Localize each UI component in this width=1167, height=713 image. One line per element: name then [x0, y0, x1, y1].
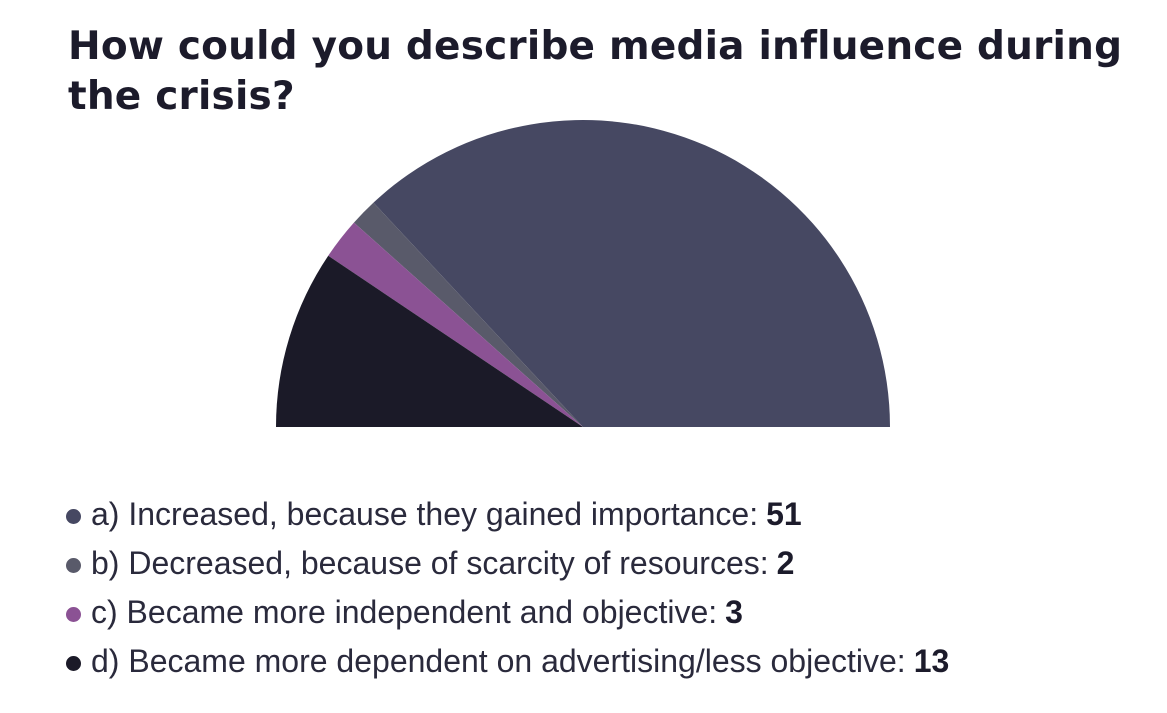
pie-slice-d — [276, 255, 583, 427]
chart-title: How could you describe media influence d… — [68, 24, 1123, 119]
legend-value-d: 13 — [913, 643, 950, 679]
legend-value-a: 51 — [766, 496, 802, 532]
legend-label-b: b) Decreased, because of scarcity of res… — [91, 545, 760, 581]
legend-item-d: d) Became more dependent on advertising/… — [66, 637, 949, 686]
legend: a) Increased, because they gained import… — [66, 490, 949, 686]
pie-slice-c — [328, 222, 583, 427]
legend-label-c: c) Became more independent and objective — [91, 594, 709, 630]
legend-label-a: a) Increased, because they gained import… — [91, 496, 750, 532]
legend-item-b: b) Decreased, because of scarcity of res… — [66, 539, 949, 588]
pie-slices — [276, 120, 891, 427]
pie-slice-b — [353, 202, 583, 427]
legend-label-d: d) Became more dependent on advertising/… — [91, 643, 897, 679]
legend-value-c: 3 — [725, 594, 743, 630]
legend-dot-d — [66, 656, 81, 671]
legend-dot-b — [66, 558, 81, 573]
semicircle-pie-chart — [276, 120, 891, 427]
pie-slice-a — [373, 120, 891, 427]
legend-value-b: 2 — [776, 545, 795, 581]
legend-dot-c — [66, 607, 81, 622]
legend-dot-a — [66, 509, 81, 524]
legend-item-a: a) Increased, because they gained import… — [66, 490, 949, 539]
legend-item-c: c) Became more independent and objective… — [66, 588, 949, 637]
